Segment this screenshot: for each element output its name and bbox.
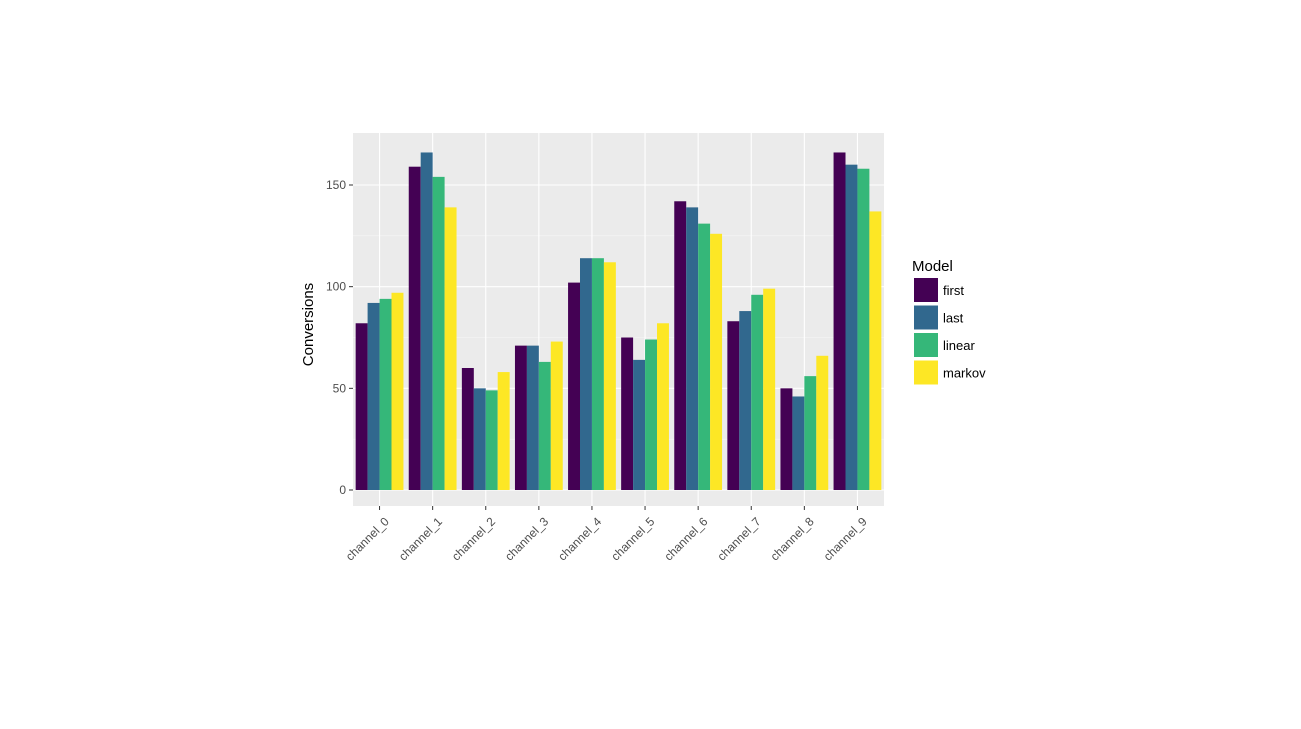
legend-key-first <box>914 278 938 302</box>
bar-first-channel_4 <box>568 282 581 490</box>
x-tick-label-channel_3: channel_3 <box>502 514 551 563</box>
bar-linear-channel_3 <box>538 361 551 490</box>
bar-last-channel_2 <box>473 388 486 490</box>
bar-first-channel_7 <box>727 321 740 490</box>
bar-markov-channel_2 <box>497 372 510 490</box>
bar-markov-channel_4 <box>603 262 616 490</box>
legend-key-linear <box>914 333 938 357</box>
bar-markov-channel_3 <box>550 341 563 490</box>
bar-last-channel_5 <box>633 359 646 490</box>
bar-linear-channel_9 <box>857 168 870 491</box>
bar-linear-channel_8 <box>804 376 817 490</box>
legend-label-last: last <box>943 311 964 326</box>
bar-linear-channel_6 <box>698 223 711 490</box>
x-tick-label-channel_6: channel_6 <box>661 514 710 563</box>
bar-last-channel_3 <box>526 345 539 490</box>
x-tick-label-channel_7: channel_7 <box>715 514 764 563</box>
bar-markov-channel_0 <box>391 292 404 490</box>
bar-linear-channel_4 <box>591 258 604 490</box>
bar-last-channel_6 <box>686 207 699 490</box>
bar-last-channel_1 <box>420 152 433 490</box>
bar-last-channel_0 <box>367 302 380 490</box>
bar-last-channel_7 <box>739 311 752 490</box>
bar-last-channel_8 <box>792 396 805 490</box>
x-tick-label-channel_4: channel_4 <box>555 514 604 563</box>
x-tick-label-channel_2: channel_2 <box>449 514 498 563</box>
bar-markov-channel_8 <box>816 355 829 490</box>
bar-first-channel_3 <box>514 345 527 490</box>
bar-linear-channel_2 <box>485 390 498 490</box>
legend: Model first last linear markov <box>912 258 986 385</box>
bar-first-channel_5 <box>621 337 634 490</box>
bar-first-channel_9 <box>833 152 846 490</box>
y-tick-label: 100 <box>326 280 346 294</box>
y-tick-label: 50 <box>333 381 347 395</box>
legend-title: Model <box>912 258 953 275</box>
y-axis: 0 50 100 150 <box>326 178 353 497</box>
bar-markov-channel_6 <box>710 233 723 491</box>
y-tick-label: 0 <box>339 483 346 497</box>
legend-key-last <box>914 305 938 330</box>
bar-first-channel_8 <box>780 388 793 490</box>
bar-markov-channel_5 <box>657 323 669 490</box>
bar-first-channel_2 <box>461 368 474 490</box>
bar-last-channel_4 <box>580 258 592 490</box>
bar-first-channel_1 <box>408 166 421 490</box>
x-axis: channel_0 channel_1 channel_2 channel_3 chan… <box>343 506 870 564</box>
x-tick-label-channel_8: channel_8 <box>768 514 817 563</box>
bar-linear-channel_0 <box>379 298 392 490</box>
legend-key-markov <box>914 360 938 385</box>
bar-last-channel_9 <box>845 164 858 491</box>
x-tick-label-channel_5: channel_5 <box>608 514 657 563</box>
legend-label-first: first <box>943 283 964 298</box>
bar-markov-channel_7 <box>763 288 776 490</box>
y-axis-title: Conversions <box>300 283 317 366</box>
bar-markov-channel_9 <box>869 211 882 490</box>
x-tick-label-channel_1: channel_1 <box>396 514 445 563</box>
bar-linear-channel_5 <box>645 339 657 490</box>
bars <box>355 152 882 491</box>
legend-label-linear: linear <box>943 338 975 353</box>
bar-linear-channel_7 <box>751 294 764 490</box>
bar-first-channel_0 <box>355 323 368 490</box>
legend-label-markov: markov <box>943 366 986 381</box>
y-tick-label: 150 <box>326 178 346 192</box>
bar-linear-channel_1 <box>432 176 445 490</box>
bar-markov-channel_1 <box>444 207 457 490</box>
x-tick-label-channel_0: channel_0 <box>343 514 392 563</box>
x-tick-label-channel_9: channel_9 <box>821 514 870 563</box>
bar-first-channel_6 <box>674 201 687 490</box>
